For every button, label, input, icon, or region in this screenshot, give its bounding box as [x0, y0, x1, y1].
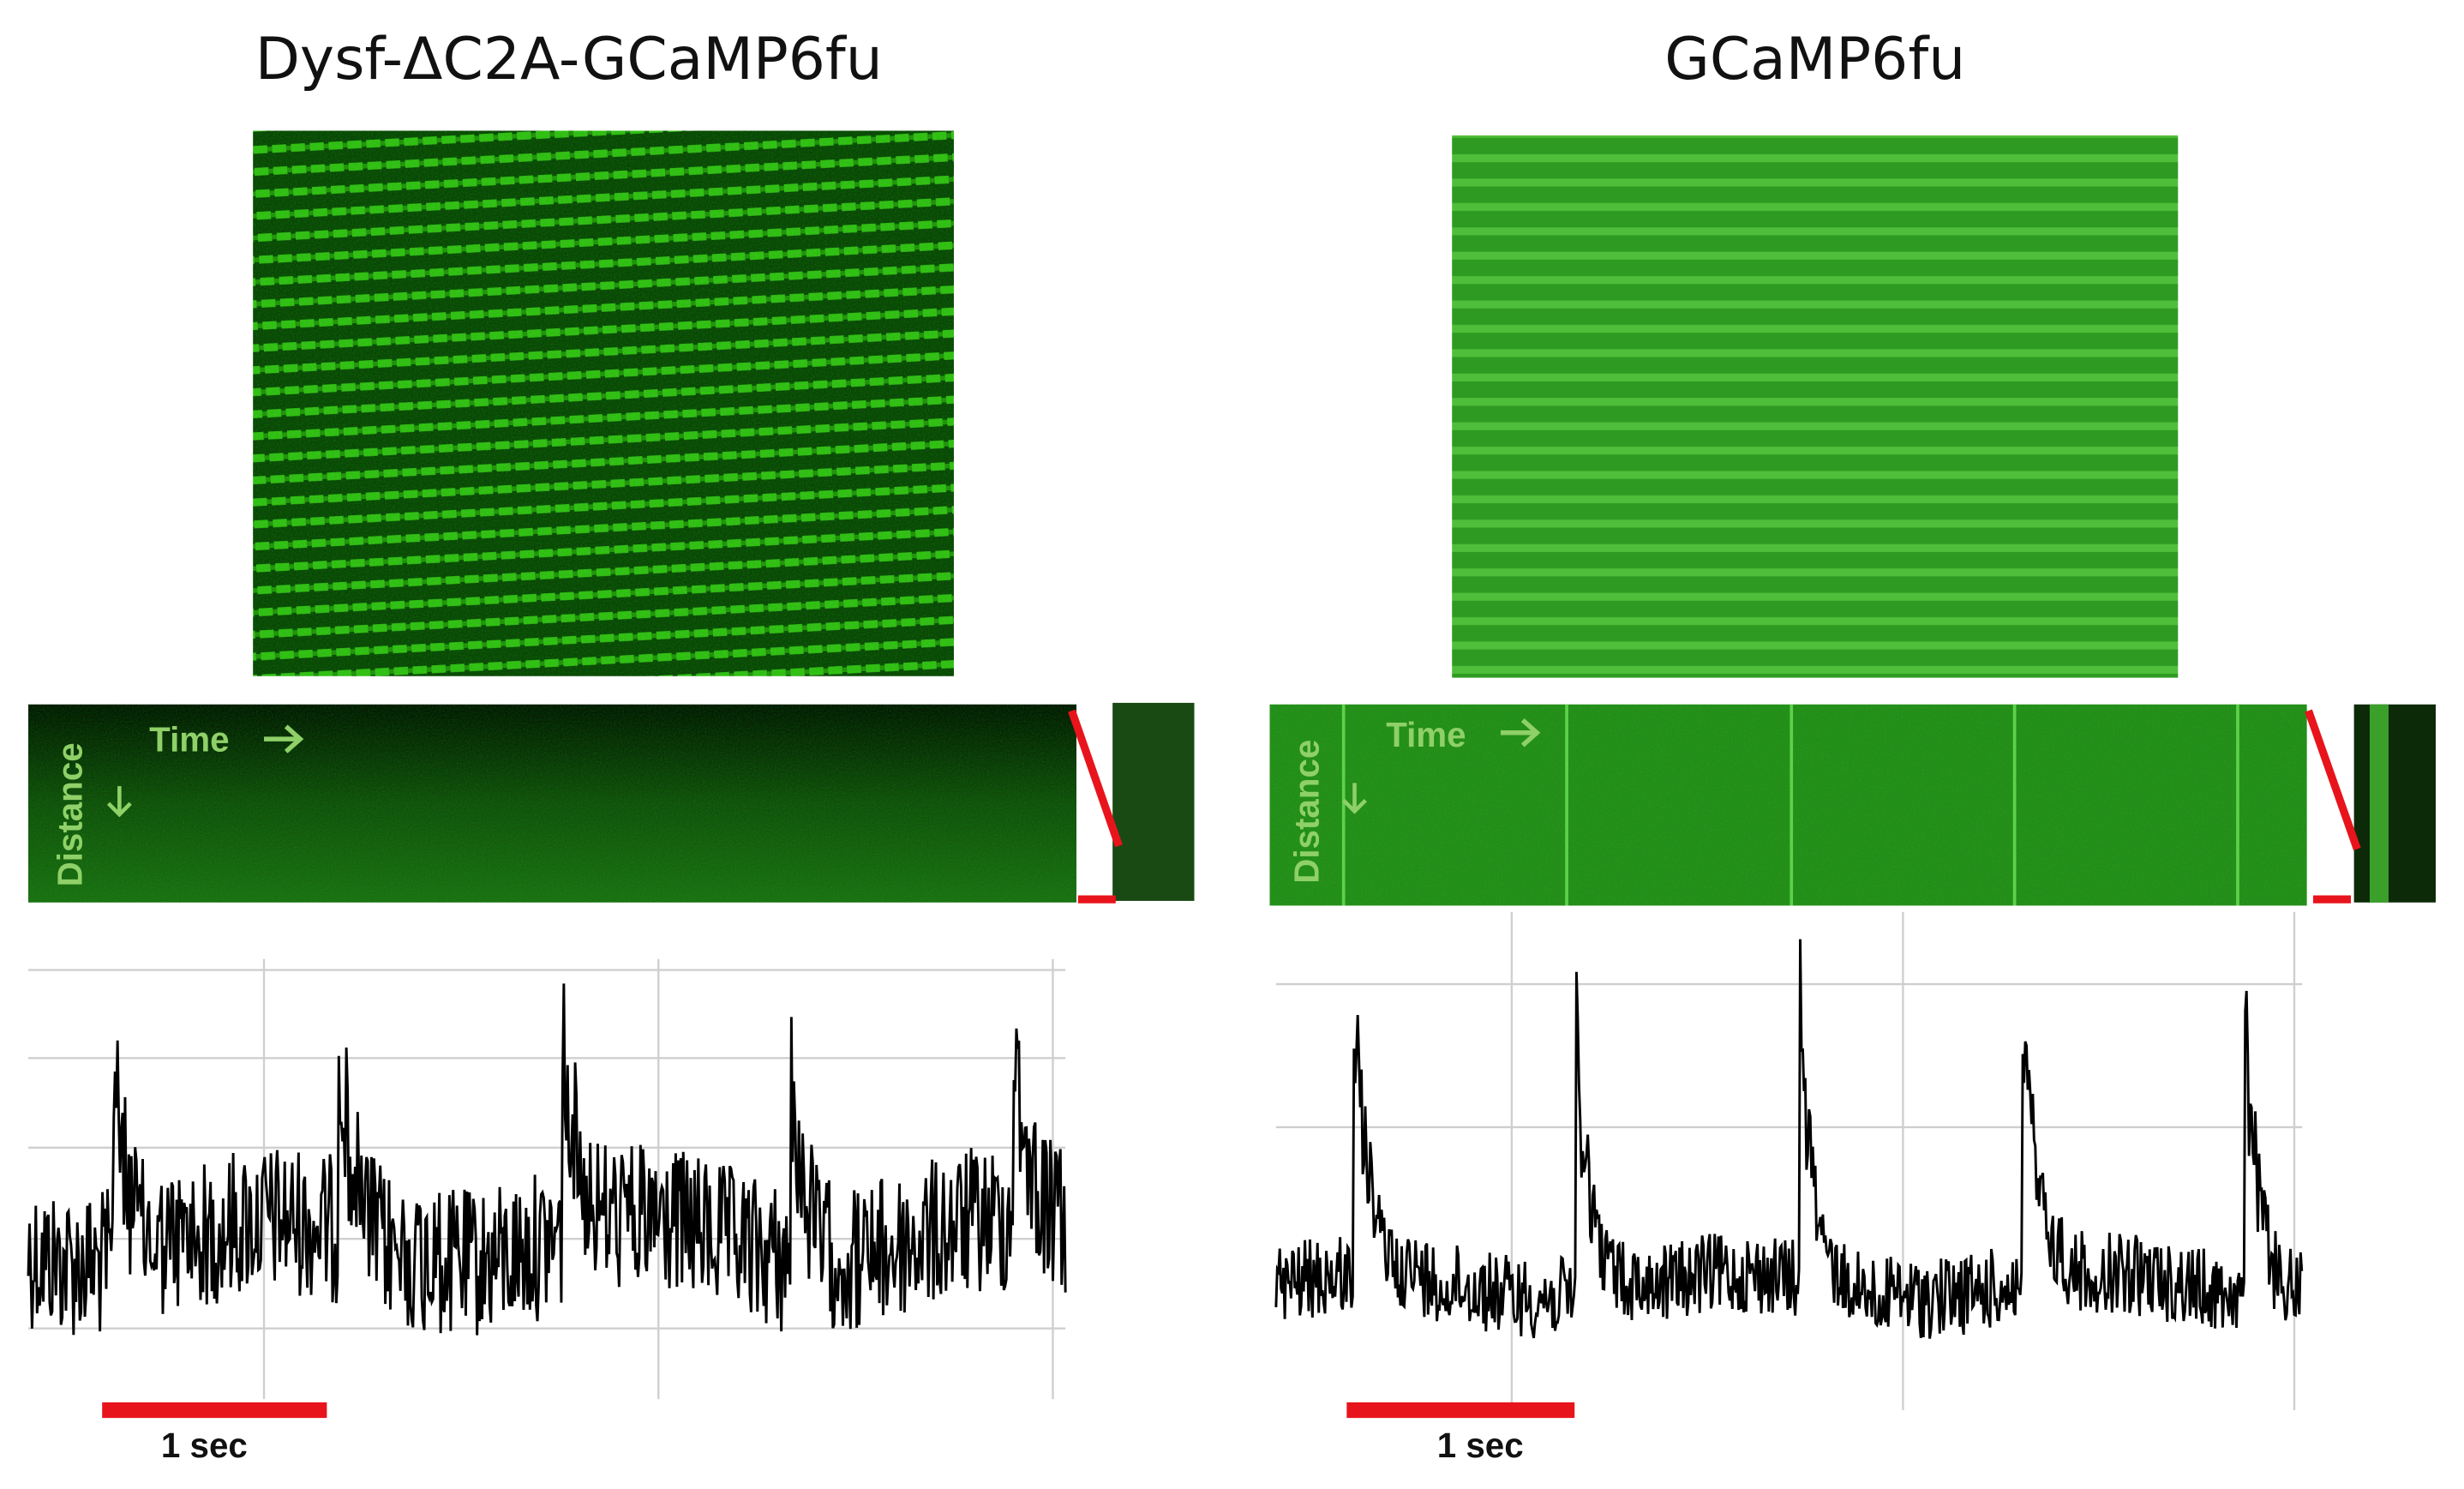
micrograph — [1452, 135, 2179, 678]
red-marker — [1068, 709, 1123, 848]
kymograph-texture — [28, 704, 1076, 903]
time-arrow — [1501, 718, 1541, 748]
kymograph-transients — [1341, 704, 2239, 906]
micrograph-texture — [253, 130, 954, 676]
kymograph-side — [2353, 704, 2436, 903]
scale-label: 1 sec — [161, 1426, 248, 1465]
trace — [27, 983, 1067, 1336]
scale-label: 1 sec — [1437, 1426, 1524, 1465]
trace-plot — [27, 958, 1067, 1400]
red-marker — [2305, 709, 2361, 850]
panel-title: GCaMP6fu — [1664, 25, 1965, 93]
time-arrow — [264, 724, 304, 754]
panel-left: Dysf-ΔC2A-GCaMP6fu Time Distance 1 sec — [27, 25, 1195, 1465]
distance-label: Distance — [50, 742, 89, 886]
distance-label: Distance — [1286, 740, 1326, 884]
kymograph-texture — [1269, 704, 2307, 906]
distance-arrow — [106, 786, 132, 818]
time-label: Time — [1386, 715, 1466, 754]
panel-title: Dysf-ΔC2A-GCaMP6fu — [255, 25, 883, 93]
kymograph-side — [1112, 702, 1195, 901]
panel-right: GCaMP6fu Time Distance 1 sec — [1269, 25, 2436, 1465]
trace — [1274, 939, 2304, 1339]
time-label: Time — [149, 720, 229, 760]
trace-plot — [1274, 911, 2304, 1411]
kymograph-side-edge — [2369, 704, 2389, 903]
distance-arrow — [1342, 783, 1367, 814]
